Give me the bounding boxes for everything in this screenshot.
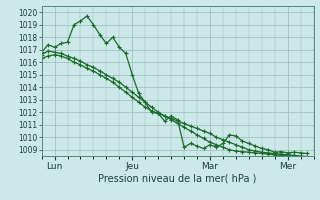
X-axis label: Pression niveau de la mer( hPa ): Pression niveau de la mer( hPa ) bbox=[99, 173, 257, 183]
